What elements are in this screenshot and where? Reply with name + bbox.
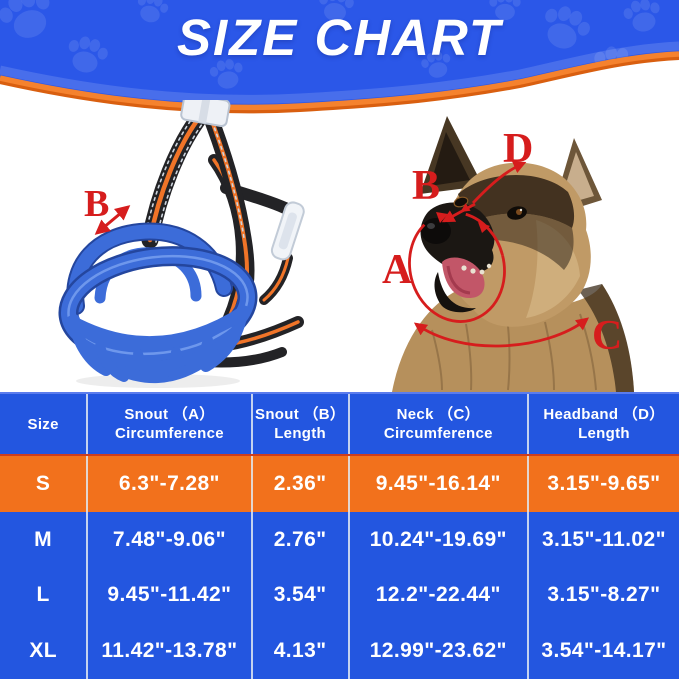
header-neck-c: Neck （C） Circumference	[350, 394, 529, 454]
row-s-snout-b: 2.36"	[253, 456, 350, 512]
row-s-snout-a: 6.3"-7.28"	[88, 456, 253, 512]
muzzle-illustration: B	[58, 93, 305, 388]
row-xl-size: XL	[0, 623, 89, 679]
row-s-size: S	[0, 456, 89, 512]
page-title: SIZE CHART	[176, 9, 503, 66]
dog-eyes	[453, 196, 527, 220]
table-row-m: M 7.48"-9.06" 2.76" 10.24"-19.69" 3.15"-…	[0, 511, 679, 568]
measurement-arrow-c	[413, 317, 590, 348]
banner-wave	[0, 0, 679, 114]
row-xl-snout-a: 11.42"-13.78"	[88, 623, 253, 679]
measurements	[408, 161, 590, 348]
side-buckle	[270, 201, 305, 261]
row-xl-headband-d: 3.54"-14.17"	[541, 639, 667, 663]
header-snout-a: Snout （A） Circumference	[88, 394, 253, 454]
muzzle-arrow-b	[94, 205, 131, 235]
row-m-snout-a: 7.48"-9.06"	[88, 511, 253, 568]
table-row-xl: XL 11.42"-13.78" 4.13" 12.99"-23.62" 3.5…	[0, 623, 679, 679]
row-l-headband-d: 3.15"-8.27"	[547, 583, 661, 607]
row-s-neck-c: 9.45"-16.14"	[350, 456, 529, 512]
size-table: Size Snout （A） Circumference Snout （B） L…	[0, 392, 679, 679]
wave-line	[0, 51, 679, 111]
dog-photo: A B C D	[340, 100, 679, 392]
row-m-size: M	[0, 511, 89, 568]
dog-nose	[421, 218, 451, 244]
muzzle-photo: B	[0, 93, 340, 392]
dog-label-d: D	[503, 126, 533, 172]
header-snout-b: Snout （B） Length	[253, 394, 350, 454]
row-xl-snout-b: 4.13"	[253, 623, 350, 679]
table-header-row: Size Snout （A） Circumference Snout （B） L…	[0, 392, 679, 454]
row-l-snout-a: 9.45"-11.42"	[88, 567, 253, 624]
muzzle-basket	[58, 222, 258, 383]
row-m-headband-d: 3.15"-11.02"	[541, 527, 666, 551]
row-m-neck-c: 10.24"-19.69"	[350, 511, 529, 568]
table-row-l: L 9.45"-11.42" 3.54" 12.2"-22.44" 3.15"-…	[0, 567, 679, 624]
row-l-size: L	[0, 567, 89, 624]
dog-label-a: A	[382, 247, 413, 293]
row-xl-neck-c: 12.99"-23.62"	[350, 623, 529, 679]
header-headband-d: Headband （D） Length	[543, 406, 665, 442]
measurement-arrow-d	[471, 161, 527, 204]
row-l-neck-c: 12.2"-22.44"	[350, 567, 529, 624]
header-size: Size	[0, 394, 89, 454]
dog-label-c: C	[592, 313, 622, 359]
row-m-snout-b: 2.76"	[253, 511, 350, 568]
dog-label-b: B	[412, 163, 440, 209]
ellipse-a-arrowheads	[436, 212, 490, 233]
row-s-headband-d: 3.15"-9.65"	[547, 471, 661, 495]
row-l-snout-b: 3.54"	[253, 567, 350, 624]
dog-tongue	[442, 257, 485, 299]
muzzle-label-b: B	[84, 183, 109, 225]
dog-illustration: A B C D	[382, 116, 634, 392]
table-row-s: S 6.3"-7.28" 2.36" 9.45"-16.14" 3.15"-9.…	[0, 454, 679, 512]
banner: SIZE CHART	[0, 0, 679, 135]
figures-section: B	[0, 93, 679, 392]
